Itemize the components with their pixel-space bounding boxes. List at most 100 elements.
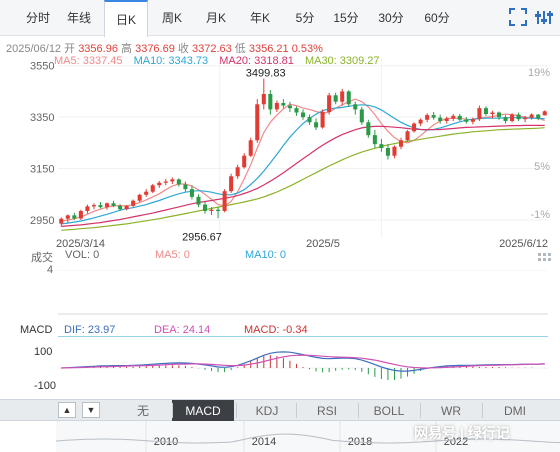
info-change: 0.53% (291, 43, 323, 55)
candle-body (346, 91, 351, 105)
x-tick-label: 2025/5 (306, 238, 340, 248)
watermark: 网易号 | 绿行记 (414, 425, 510, 441)
info-low: 3356.21 (248, 43, 289, 55)
vol-scroll-icon[interactable] (538, 252, 554, 261)
candle-body (483, 108, 488, 115)
vol-value: VOL: 0 (65, 249, 100, 261)
macd-line-dea (61, 354, 545, 369)
candle-body (124, 205, 129, 210)
tab-4[interactable]: 周K (161, 11, 182, 25)
macd-legend: MACD DIF: 23.97 DEA: 24.14 MACD: -0.34 (20, 324, 560, 336)
candle-body (366, 122, 371, 136)
candle-body (294, 108, 299, 113)
scroll-down-button[interactable]: ▼ (82, 402, 100, 418)
candle-body (170, 179, 175, 182)
candle-body (425, 115, 430, 120)
tab-1[interactable]: 分时 (25, 11, 50, 25)
scroll-up-button[interactable]: ▲ (58, 402, 76, 418)
tab-3[interactable]: 日K (104, 0, 148, 37)
candle-body (229, 176, 234, 192)
candle-body (196, 196, 201, 205)
indicator-6[interactable]: WR (441, 404, 461, 418)
indicator-separator (236, 403, 237, 418)
vol-legend: 成交 VOL: 0 MA5: 0 MA10: 0 (31, 249, 560, 265)
candle-body (65, 215, 70, 219)
candle-body (438, 117, 443, 121)
y-tick-label: 2950 (30, 215, 54, 227)
y-tick-label: 3550 (30, 61, 54, 73)
indicator-3[interactable]: KDJ (255, 404, 279, 418)
candle-body (131, 200, 136, 206)
tab-6[interactable]: 年K (249, 11, 270, 25)
candle-body (405, 131, 410, 141)
candle-body (281, 103, 286, 106)
pct-tick-label: -1% (530, 209, 550, 221)
candle-body (372, 135, 377, 145)
candle-body (261, 94, 266, 105)
candle-body (137, 194, 142, 201)
candle-body (287, 105, 292, 109)
candle-body (78, 211, 83, 219)
candle-body (457, 115, 462, 120)
tab-9[interactable]: 30分 (378, 11, 404, 25)
settings-icon[interactable] (533, 6, 555, 28)
candle-body (150, 185, 155, 192)
ma10-legend: MA10: 3343.73 (133, 55, 209, 67)
vol-axis-top: 4 (47, 264, 54, 276)
time-navigator[interactable] (56, 421, 560, 452)
info-close-label: 收 (177, 43, 189, 55)
nav-year-label: 2014 (252, 436, 276, 448)
candle-body (274, 103, 279, 110)
indicator-4[interactable]: RSI (316, 404, 337, 418)
candle-body (144, 191, 149, 195)
candle-body (353, 104, 358, 110)
candle-body (222, 191, 227, 211)
info-low-label: 低 (234, 43, 246, 55)
candle-body (542, 111, 547, 116)
candle-body (490, 112, 495, 115)
ma-legend: MA5: 3337.45 MA10: 3343.73 MA20: 3318.81… (54, 55, 380, 67)
tab-7[interactable]: 5分 (295, 11, 315, 25)
indicator-2[interactable]: MACD (172, 400, 234, 421)
ma5-legend: MA5: 3337.45 (54, 55, 123, 67)
candle-body (209, 209, 214, 211)
indicator-separator (420, 403, 421, 418)
fullscreen-icon[interactable] (507, 6, 529, 28)
candle-body (503, 117, 508, 121)
indicator-5[interactable]: BOLL (373, 404, 405, 418)
candle-body (189, 189, 194, 197)
candle-body (444, 118, 449, 121)
candle-body (216, 209, 221, 211)
indicator-separator (358, 403, 359, 418)
candle-body (385, 148, 390, 156)
candle-body (470, 119, 475, 122)
candle-body (248, 140, 253, 156)
x-tick-label: 2025/3/14 (56, 238, 105, 248)
candle-body (72, 215, 77, 219)
y-tick-label: 3350 (30, 112, 54, 124)
tab-10[interactable]: 60分 (424, 11, 450, 25)
indicator-7[interactable]: DMI (504, 404, 526, 418)
info-high-label: 高 (121, 43, 133, 55)
tab-2[interactable]: 年线 (66, 11, 91, 25)
candle-body (91, 205, 96, 207)
candle-body (314, 122, 319, 128)
tab-5[interactable]: 月K (205, 11, 226, 25)
candle-body (529, 114, 534, 118)
candle-body (235, 167, 240, 177)
candle-body (176, 179, 181, 185)
candle-body (392, 146, 397, 156)
candle-body (510, 114, 515, 121)
vol-title: 成交 (31, 252, 53, 264)
indicator-separator (482, 403, 483, 418)
candle-body (333, 95, 338, 102)
indicator-1[interactable]: 无 (136, 404, 149, 418)
candle-body (111, 203, 116, 206)
tab-8[interactable]: 15分 (333, 11, 359, 25)
candle-body (412, 123, 417, 132)
x-tick-label: 2025/6/12 (499, 238, 548, 248)
period-tabs: 分时 年线 日K 周K 月K 年K 5分 15分 30分 60分 (0, 0, 560, 37)
info-high: 3376.69 (135, 43, 175, 55)
candle-body (242, 155, 247, 168)
candle-body (327, 95, 332, 112)
